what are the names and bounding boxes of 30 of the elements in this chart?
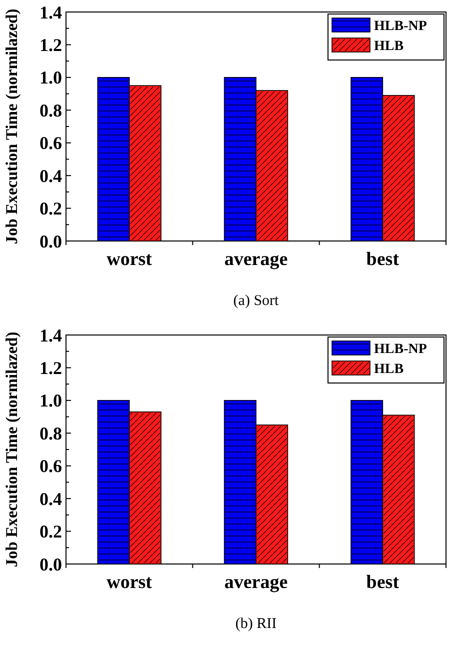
y-tick-label: 0.8 [40, 423, 62, 444]
y-tick-label: 1.0 [40, 390, 62, 411]
y-tick-label: 0.2 [40, 198, 62, 219]
x-tick-label: best [366, 572, 400, 593]
y-tick-label: 1.0 [40, 68, 62, 88]
y-tick-label: 0.2 [40, 522, 62, 542]
y-tick-label: 0.0 [40, 231, 62, 252]
y-tick-label: 1.2 [40, 358, 62, 378]
y-tick-label: 1.4 [40, 325, 62, 346]
text: (b) RII [235, 616, 277, 632]
y-tick-label: 1.2 [40, 35, 62, 56]
x-tick-label: worst [106, 249, 153, 270]
x-tick-label: worst [106, 572, 153, 593]
y-tick-label: 0.0 [40, 554, 62, 574]
y-tick-label: 0.6 [40, 456, 62, 476]
x-tick-label: average [224, 572, 288, 593]
y-tick-label: 0.6 [40, 133, 62, 154]
y-axis-title: Job Execution Time (normilazed) [2, 332, 21, 568]
y-tick-label: 0.4 [40, 488, 62, 509]
legend-label: HLB-NP [374, 18, 428, 34]
legend-label: HLB [374, 362, 404, 377]
x-tick-label: average [224, 249, 288, 270]
y-tick-label: 0.8 [40, 100, 62, 120]
legend-label: HLB-NP [374, 342, 428, 357]
legend-label: HLB [374, 38, 404, 54]
text: (a) Sort [233, 293, 280, 309]
x-tick-label: best [366, 249, 400, 270]
y-tick-label: 0.4 [40, 166, 62, 186]
y-tick-label: 1.4 [40, 2, 62, 22]
y-axis-title: Job Execution Time (normilazed) [2, 8, 21, 244]
